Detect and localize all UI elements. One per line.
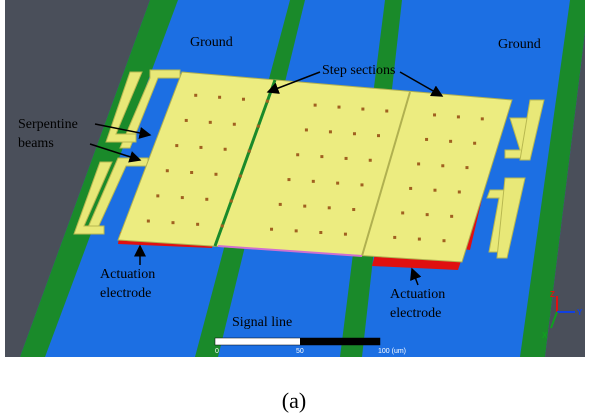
- hole: [230, 199, 233, 202]
- hole: [385, 110, 388, 113]
- hole: [442, 239, 445, 242]
- hole: [449, 140, 452, 143]
- label: Ground: [190, 35, 233, 50]
- hole: [433, 113, 436, 116]
- hole: [473, 142, 476, 145]
- hole: [345, 157, 348, 160]
- hole: [312, 180, 315, 183]
- label: Actuation: [390, 287, 445, 302]
- hole: [270, 228, 273, 231]
- hole: [458, 190, 461, 193]
- hole: [175, 144, 178, 147]
- label: Actuation: [100, 267, 155, 282]
- label: electrode: [100, 286, 151, 301]
- hole: [441, 164, 444, 167]
- hole: [303, 205, 306, 208]
- plate: [118, 72, 512, 262]
- hole: [353, 132, 356, 135]
- hole: [426, 213, 429, 216]
- scale-tick: 50: [296, 348, 304, 355]
- hole: [196, 223, 199, 226]
- hole: [242, 98, 245, 101]
- hole: [156, 194, 159, 197]
- hole: [221, 224, 224, 227]
- hole: [393, 236, 396, 239]
- hole: [450, 215, 453, 218]
- hole: [401, 211, 404, 214]
- label: electrode: [390, 306, 441, 321]
- scale-tick: 0: [215, 348, 219, 355]
- render: 0 50 100 (um) Z Y X: [5, 0, 589, 357]
- hole: [319, 231, 322, 234]
- hole: [147, 220, 150, 223]
- hole: [185, 119, 188, 122]
- label: Step sections: [322, 63, 396, 78]
- hole: [338, 106, 341, 109]
- hole: [409, 187, 412, 190]
- hole: [257, 125, 260, 128]
- hole: [320, 155, 323, 158]
- axis-label: Y: [577, 308, 583, 317]
- hole: [295, 229, 298, 232]
- label: Signal line: [232, 315, 292, 330]
- hole: [214, 173, 217, 176]
- hole: [457, 115, 460, 118]
- hole: [433, 189, 436, 192]
- hole: [233, 123, 236, 126]
- hole: [344, 233, 347, 236]
- axis-label: Z: [550, 290, 555, 299]
- axis-label: X: [542, 331, 548, 340]
- hole: [481, 117, 484, 120]
- hole: [328, 206, 331, 209]
- hole: [266, 100, 269, 103]
- label: Serpentine: [18, 117, 78, 132]
- hole: [209, 121, 212, 124]
- hole: [248, 150, 251, 153]
- hole: [417, 162, 420, 165]
- hole: [329, 130, 332, 133]
- hole: [336, 182, 339, 185]
- scale-tick: 100 (um): [378, 348, 406, 355]
- scale-bar-fill: [300, 338, 380, 345]
- hole: [425, 138, 428, 141]
- hole: [224, 148, 227, 151]
- hole: [360, 183, 363, 186]
- hole: [418, 238, 421, 241]
- hole: [352, 208, 355, 211]
- hole: [171, 221, 174, 224]
- hole: [190, 171, 193, 174]
- label: beams: [18, 136, 54, 151]
- hole: [314, 104, 317, 107]
- hole: [361, 108, 364, 111]
- hole: [296, 153, 299, 156]
- hole: [465, 166, 468, 169]
- hole: [287, 178, 290, 181]
- hole: [194, 94, 197, 97]
- label: Ground: [498, 37, 541, 52]
- hole: [199, 146, 202, 149]
- hole: [279, 203, 282, 206]
- figure: 0 50 100 (um) Z Y X Ground Ground Step s…: [0, 0, 589, 417]
- hole: [377, 134, 380, 137]
- caption: (a): [282, 388, 306, 413]
- hole: [369, 159, 372, 162]
- hole: [218, 96, 221, 99]
- hole: [166, 169, 169, 172]
- hole: [239, 175, 242, 178]
- hole: [205, 198, 208, 201]
- hole: [305, 128, 308, 131]
- hole: [181, 196, 184, 199]
